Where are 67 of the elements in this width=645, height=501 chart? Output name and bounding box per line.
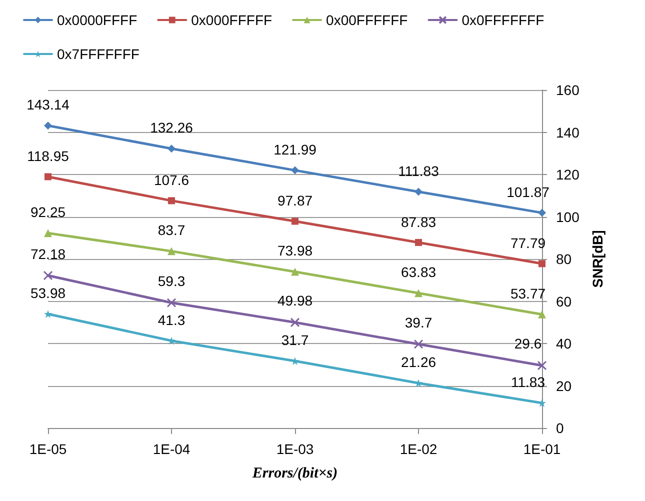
data-label: 97.87	[277, 192, 313, 209]
point	[44, 122, 52, 130]
data-label: 143.14	[26, 96, 70, 113]
point	[44, 310, 52, 318]
data-label: 41.3	[158, 312, 186, 328]
data-label: 39.7	[404, 314, 432, 330]
x-axis-title: Errors/(bit×s)	[251, 466, 338, 482]
y-tick-label: 160	[556, 82, 580, 98]
x-tick-label: 1E-05	[29, 441, 67, 457]
point	[414, 339, 424, 349]
legend-label: 0x0FFFFFFF	[462, 12, 544, 28]
data-label: 11.83	[511, 374, 546, 390]
point	[538, 310, 546, 318]
data-label: 53.77	[510, 285, 546, 302]
point	[44, 173, 52, 180]
data-label: 87.83	[400, 214, 436, 230]
y-tick-label: 60	[556, 293, 572, 310]
legend-label: 0x7FFFFFFF	[57, 46, 140, 62]
point	[415, 238, 422, 246]
legend-label: 0x00FFFFFF	[326, 12, 408, 28]
point	[168, 197, 175, 204]
point	[290, 318, 300, 328]
y-tick-label: 40	[556, 336, 572, 352]
data-label: 83.7	[158, 222, 186, 238]
point	[43, 270, 53, 280]
point	[291, 268, 299, 276]
data-label: 121.99	[274, 141, 317, 158]
legend-label: 0x000FFFFF	[191, 12, 272, 28]
point	[538, 208, 546, 217]
x-tick-label: 1E-02	[400, 441, 438, 457]
data-label: 101.87	[506, 184, 550, 200]
x-tick-label: 1E-01	[523, 441, 561, 457]
data-label: 21.26	[400, 354, 436, 370]
x-tick-label: 1E-04	[152, 441, 190, 457]
point	[168, 247, 176, 256]
legend-label: 0x0000FFFF	[57, 12, 138, 28]
point	[292, 218, 298, 225]
data-label: 107.6	[154, 172, 190, 188]
y-tick-label: 140	[556, 124, 580, 140]
point	[538, 260, 546, 268]
point	[537, 360, 547, 370]
data-label: 63.83	[400, 264, 436, 280]
data-label: 53.98	[30, 284, 66, 301]
data-label: 29.6	[514, 336, 542, 352]
y-tick-label: 120	[556, 166, 580, 182]
point	[291, 166, 299, 174]
point	[168, 144, 176, 153]
data-label: 77.79	[510, 235, 546, 252]
y-axis-title: SNR[dB]	[589, 230, 606, 288]
y-tick-label: 0	[556, 420, 564, 436]
data-label: 72.18	[30, 246, 66, 262]
point	[414, 289, 422, 298]
point	[44, 229, 52, 238]
data-label: 73.98	[277, 242, 313, 259]
x-tick-label: 1E-03	[276, 441, 314, 457]
y-tick-label: 100	[556, 208, 580, 225]
data-label: 118.95	[27, 148, 70, 164]
point	[166, 298, 176, 308]
data-label: 92.25	[30, 204, 66, 220]
data-label: 49.98	[277, 292, 313, 309]
y-tick-label: 20	[556, 378, 572, 394]
point	[414, 188, 422, 196]
data-label: 59.3	[158, 272, 186, 289]
data-label: 111.83	[398, 162, 440, 179]
data-label: 132.26	[150, 120, 194, 136]
data-label: 31.7	[281, 332, 309, 348]
y-tick-label: 80	[556, 251, 572, 267]
